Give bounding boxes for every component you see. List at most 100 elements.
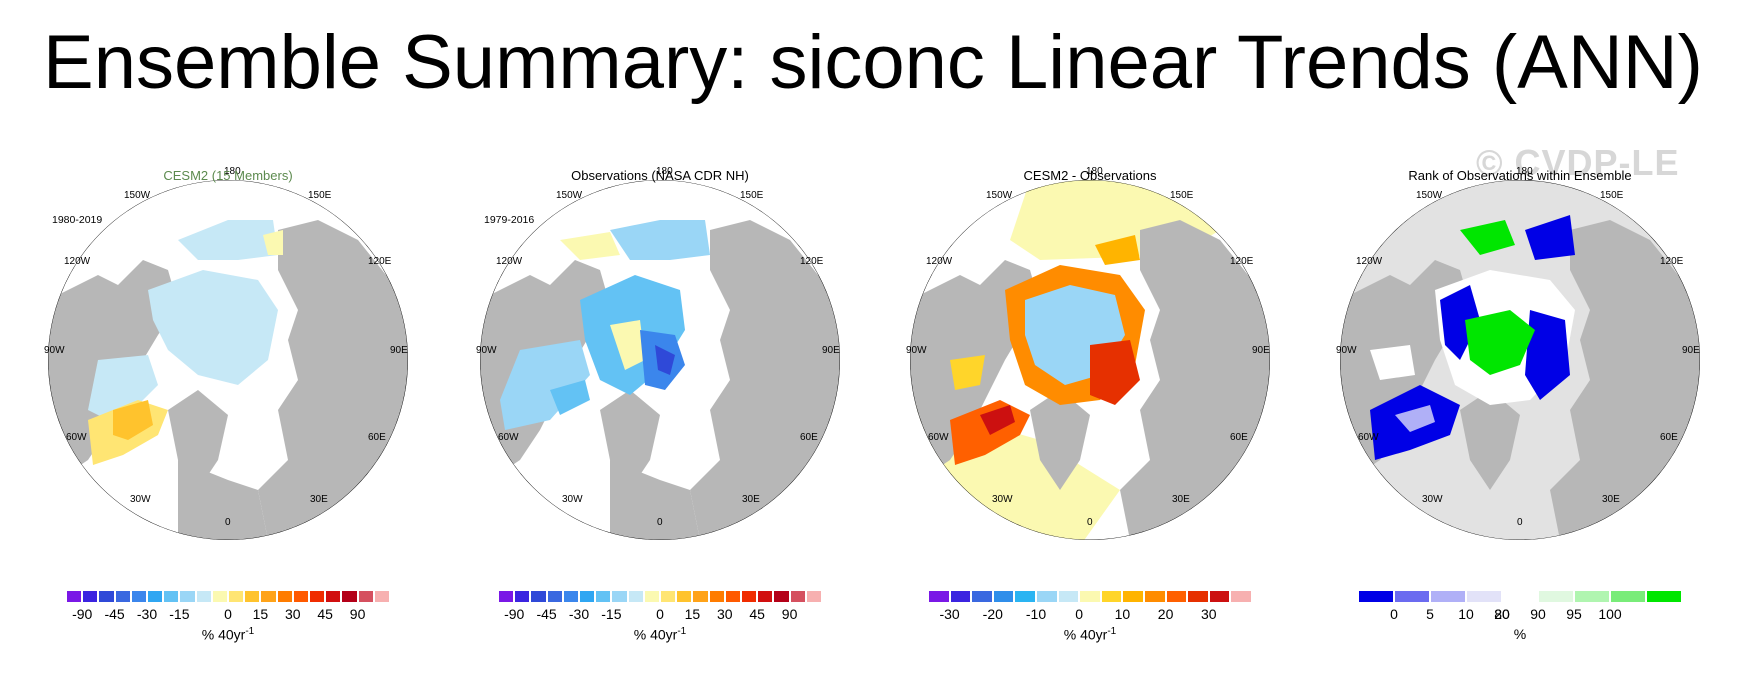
colorbar-swatch [692, 590, 709, 603]
lon-label-60e: 60E [368, 432, 386, 443]
colorbar-swatch [1610, 590, 1646, 603]
lon-label-30e: 30E [310, 494, 328, 505]
lon-label-120e: 120E [1230, 256, 1254, 267]
lon-label-120e: 120E [368, 256, 392, 267]
colorbar-swatch [1430, 590, 1466, 603]
sea-ice-trend-field [88, 220, 283, 465]
colorbar-swatch [579, 590, 596, 603]
lon-label-90w: 90W [44, 345, 65, 356]
colorbar-swatch [643, 590, 660, 603]
colorbar: -90 -45 -30 -15 0 15 30 45 90 % 40yr-1 [66, 590, 390, 643]
lon-label-150w: 150W [556, 190, 583, 201]
colorbar-unit-label: % 40yr-1 [1064, 626, 1116, 643]
colorbar-swatch [1394, 590, 1430, 603]
colorbar-swatch [949, 590, 972, 603]
colorbar-swatch [373, 590, 390, 603]
colorbar-swatch [595, 590, 612, 603]
colorbar-swatch [357, 590, 374, 603]
colorbar-swatch [325, 590, 342, 603]
colorbar-swatch [228, 590, 245, 603]
colorbar-swatch [546, 590, 563, 603]
colorbar-tick-label: 30 [1201, 606, 1217, 622]
colorbar-swatch [260, 590, 277, 603]
colorbar-swatch [98, 590, 115, 603]
colorbar-tick-label: 10 [1458, 606, 1474, 622]
colorbar-swatch [1646, 590, 1682, 603]
lon-label-30w: 30W [1422, 494, 1443, 505]
colorbar-swatch [1036, 590, 1058, 603]
lon-label-120w: 120W [926, 256, 953, 267]
colorbar-tick-label: -30 [136, 606, 158, 622]
lon-label-60w: 60W [498, 432, 519, 443]
unit-superscript: -1 [1107, 626, 1117, 637]
colorbar-tick-label: 5 [1426, 606, 1434, 622]
lon-label-0: 0 [1087, 517, 1093, 528]
figure-title: Ensemble Summary: siconc Linear Trends (… [43, 20, 1703, 105]
unit-text: % [1513, 626, 1527, 642]
colorbar-swatch [530, 590, 547, 603]
lon-label-150w: 150W [986, 190, 1013, 201]
colorbar-swatch [1165, 590, 1188, 603]
panel-title: Rank of Observations within Ensemble [1408, 168, 1632, 183]
polar-map: 180 150E 120E 90E 60E 30E 0 30W 60W 90W … [1336, 166, 1700, 540]
colorbar-swatch [276, 590, 293, 603]
lon-label-90w: 90W [476, 345, 497, 356]
lon-label-60e: 60E [1230, 432, 1248, 443]
colorbar-tick-label: 80 [1494, 606, 1510, 622]
colorbar-swatch [562, 590, 579, 603]
colorbar-tick-label: 100 [1598, 606, 1622, 622]
colorbar-swatch [1574, 590, 1610, 603]
colorbar-swatch [514, 590, 531, 603]
colorbar-swatch [1122, 590, 1144, 603]
colorbar-swatch [676, 590, 693, 603]
colorbar-tick-label: 0 [224, 606, 232, 622]
colorbar-tick-label: 20 [1494, 606, 1510, 622]
colorbar-swatch [1144, 590, 1166, 603]
lon-label-180: 180 [656, 166, 673, 177]
colorbar-swatch [1014, 590, 1036, 603]
colorbar-swatch [1502, 590, 1538, 603]
colorbar-tick-label: 30 [285, 606, 301, 622]
lon-label-90e: 90E [1682, 345, 1700, 356]
colorbar-swatch [971, 590, 993, 603]
colorbar-swatch [163, 590, 180, 603]
unit-text: % 40yr [633, 626, 678, 643]
lon-label-60w: 60W [1358, 432, 1379, 443]
colorbar-tick-label: 90 [349, 606, 366, 622]
colorbar-swatch [114, 590, 131, 603]
colorbar-tick-label: -30 [568, 606, 590, 622]
colorbar-swatch [1187, 590, 1209, 603]
colorbar-swatch [1208, 590, 1231, 603]
colorbar-swatch [992, 590, 1015, 603]
lon-label-150w: 150W [1416, 190, 1443, 201]
panel-rank: 180 150E 120E 90E 60E 30E 0 30W 60W 90W … [1320, 160, 1720, 660]
colorbar-tick-label: -30 [939, 606, 960, 622]
colorbar-tick-label: 90 [781, 606, 798, 622]
lon-label-30e: 30E [1602, 494, 1620, 505]
lon-label-150w: 150W [124, 190, 151, 201]
colorbar-tick-label: -45 [104, 606, 125, 622]
lon-label-120w: 120W [1356, 256, 1383, 267]
colorbar-tick-label: 0 [656, 606, 664, 622]
polar-map: 180 150E 120E 90E 60E 30E 0 30W 60W 90W … [906, 166, 1270, 540]
lon-label-60w: 60W [66, 432, 87, 443]
lon-label-0: 0 [1517, 517, 1523, 528]
lon-label-180: 180 [224, 166, 241, 177]
colorbar: -90 -45 -30 -15 0 15 30 45 90 % 40yr-1 [498, 590, 822, 643]
colorbar-swatch [627, 590, 644, 603]
colorbar-swatch [244, 590, 261, 603]
panel-title: CESM2 (15 Members) [163, 168, 293, 183]
colorbar-swatch [1057, 590, 1080, 603]
colorbar-swatch [82, 590, 99, 603]
period-label: 1980-2019 [52, 214, 103, 226]
colorbar-tick-label: 0 [1075, 606, 1084, 622]
colorbar-swatch [309, 590, 326, 603]
colorbar-swatch [498, 590, 515, 603]
colorbar-swatch [1358, 590, 1394, 603]
lon-label-30w: 30W [992, 494, 1013, 505]
colorbar-swatch [773, 590, 790, 603]
colorbar-swatch [757, 590, 774, 603]
lon-label-150e: 150E [1600, 190, 1624, 201]
period-label: 1979-2016 [484, 214, 535, 226]
colorbar-tick-label: 15 [684, 606, 701, 622]
